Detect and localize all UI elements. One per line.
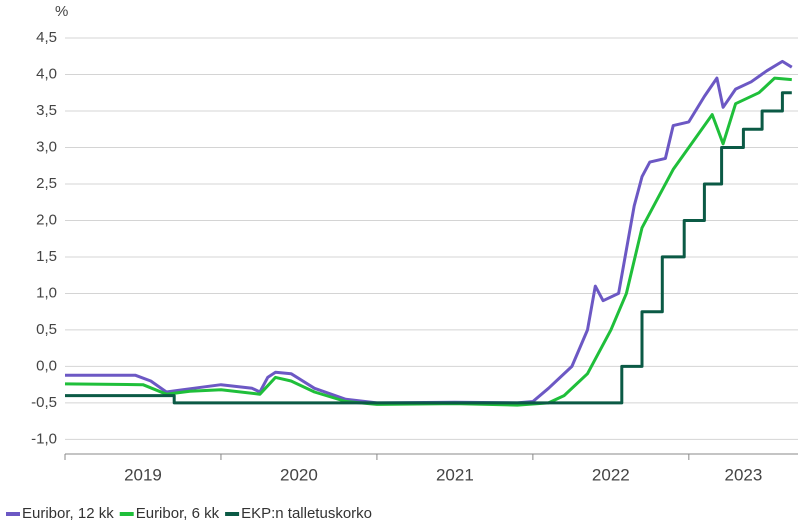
x-tick-label: 2021 [436,465,474,484]
y-tick-label: -0,5 [31,394,57,411]
x-tick-label: 2020 [280,465,318,484]
legend-label: Euribor, 12 kk [22,505,114,522]
x-tick-label: 2022 [592,465,630,484]
y-tick-label: 1,5 [36,248,57,265]
unit-label: % [55,3,68,20]
y-tick-label: 0,5 [36,321,57,338]
legend-label: Euribor, 6 kk [136,505,220,522]
y-tick-label: 0,0 [36,357,57,374]
y-tick-label: -1,0 [31,430,57,447]
y-tick-label: 1,0 [36,284,57,301]
y-tick-label: 3,0 [36,138,57,155]
y-tick-label: 4,5 [36,29,57,46]
y-tick-label: 2,0 [36,211,57,228]
y-tick-label: 4,0 [36,65,57,82]
y-tick-label: 2,5 [36,175,57,192]
series-line [64,76,792,407]
y-tick-label: 3,5 [36,102,57,119]
series-line [65,59,793,405]
legend-label: EKP:n talletuskorko [241,505,372,522]
legend: Euribor, 12 kk Euribor, 6 kk EKP:n talletu… [6,505,372,522]
series-line [65,91,792,405]
x-tick-label: 2019 [124,465,162,484]
x-tick-label: 2023 [725,465,763,484]
